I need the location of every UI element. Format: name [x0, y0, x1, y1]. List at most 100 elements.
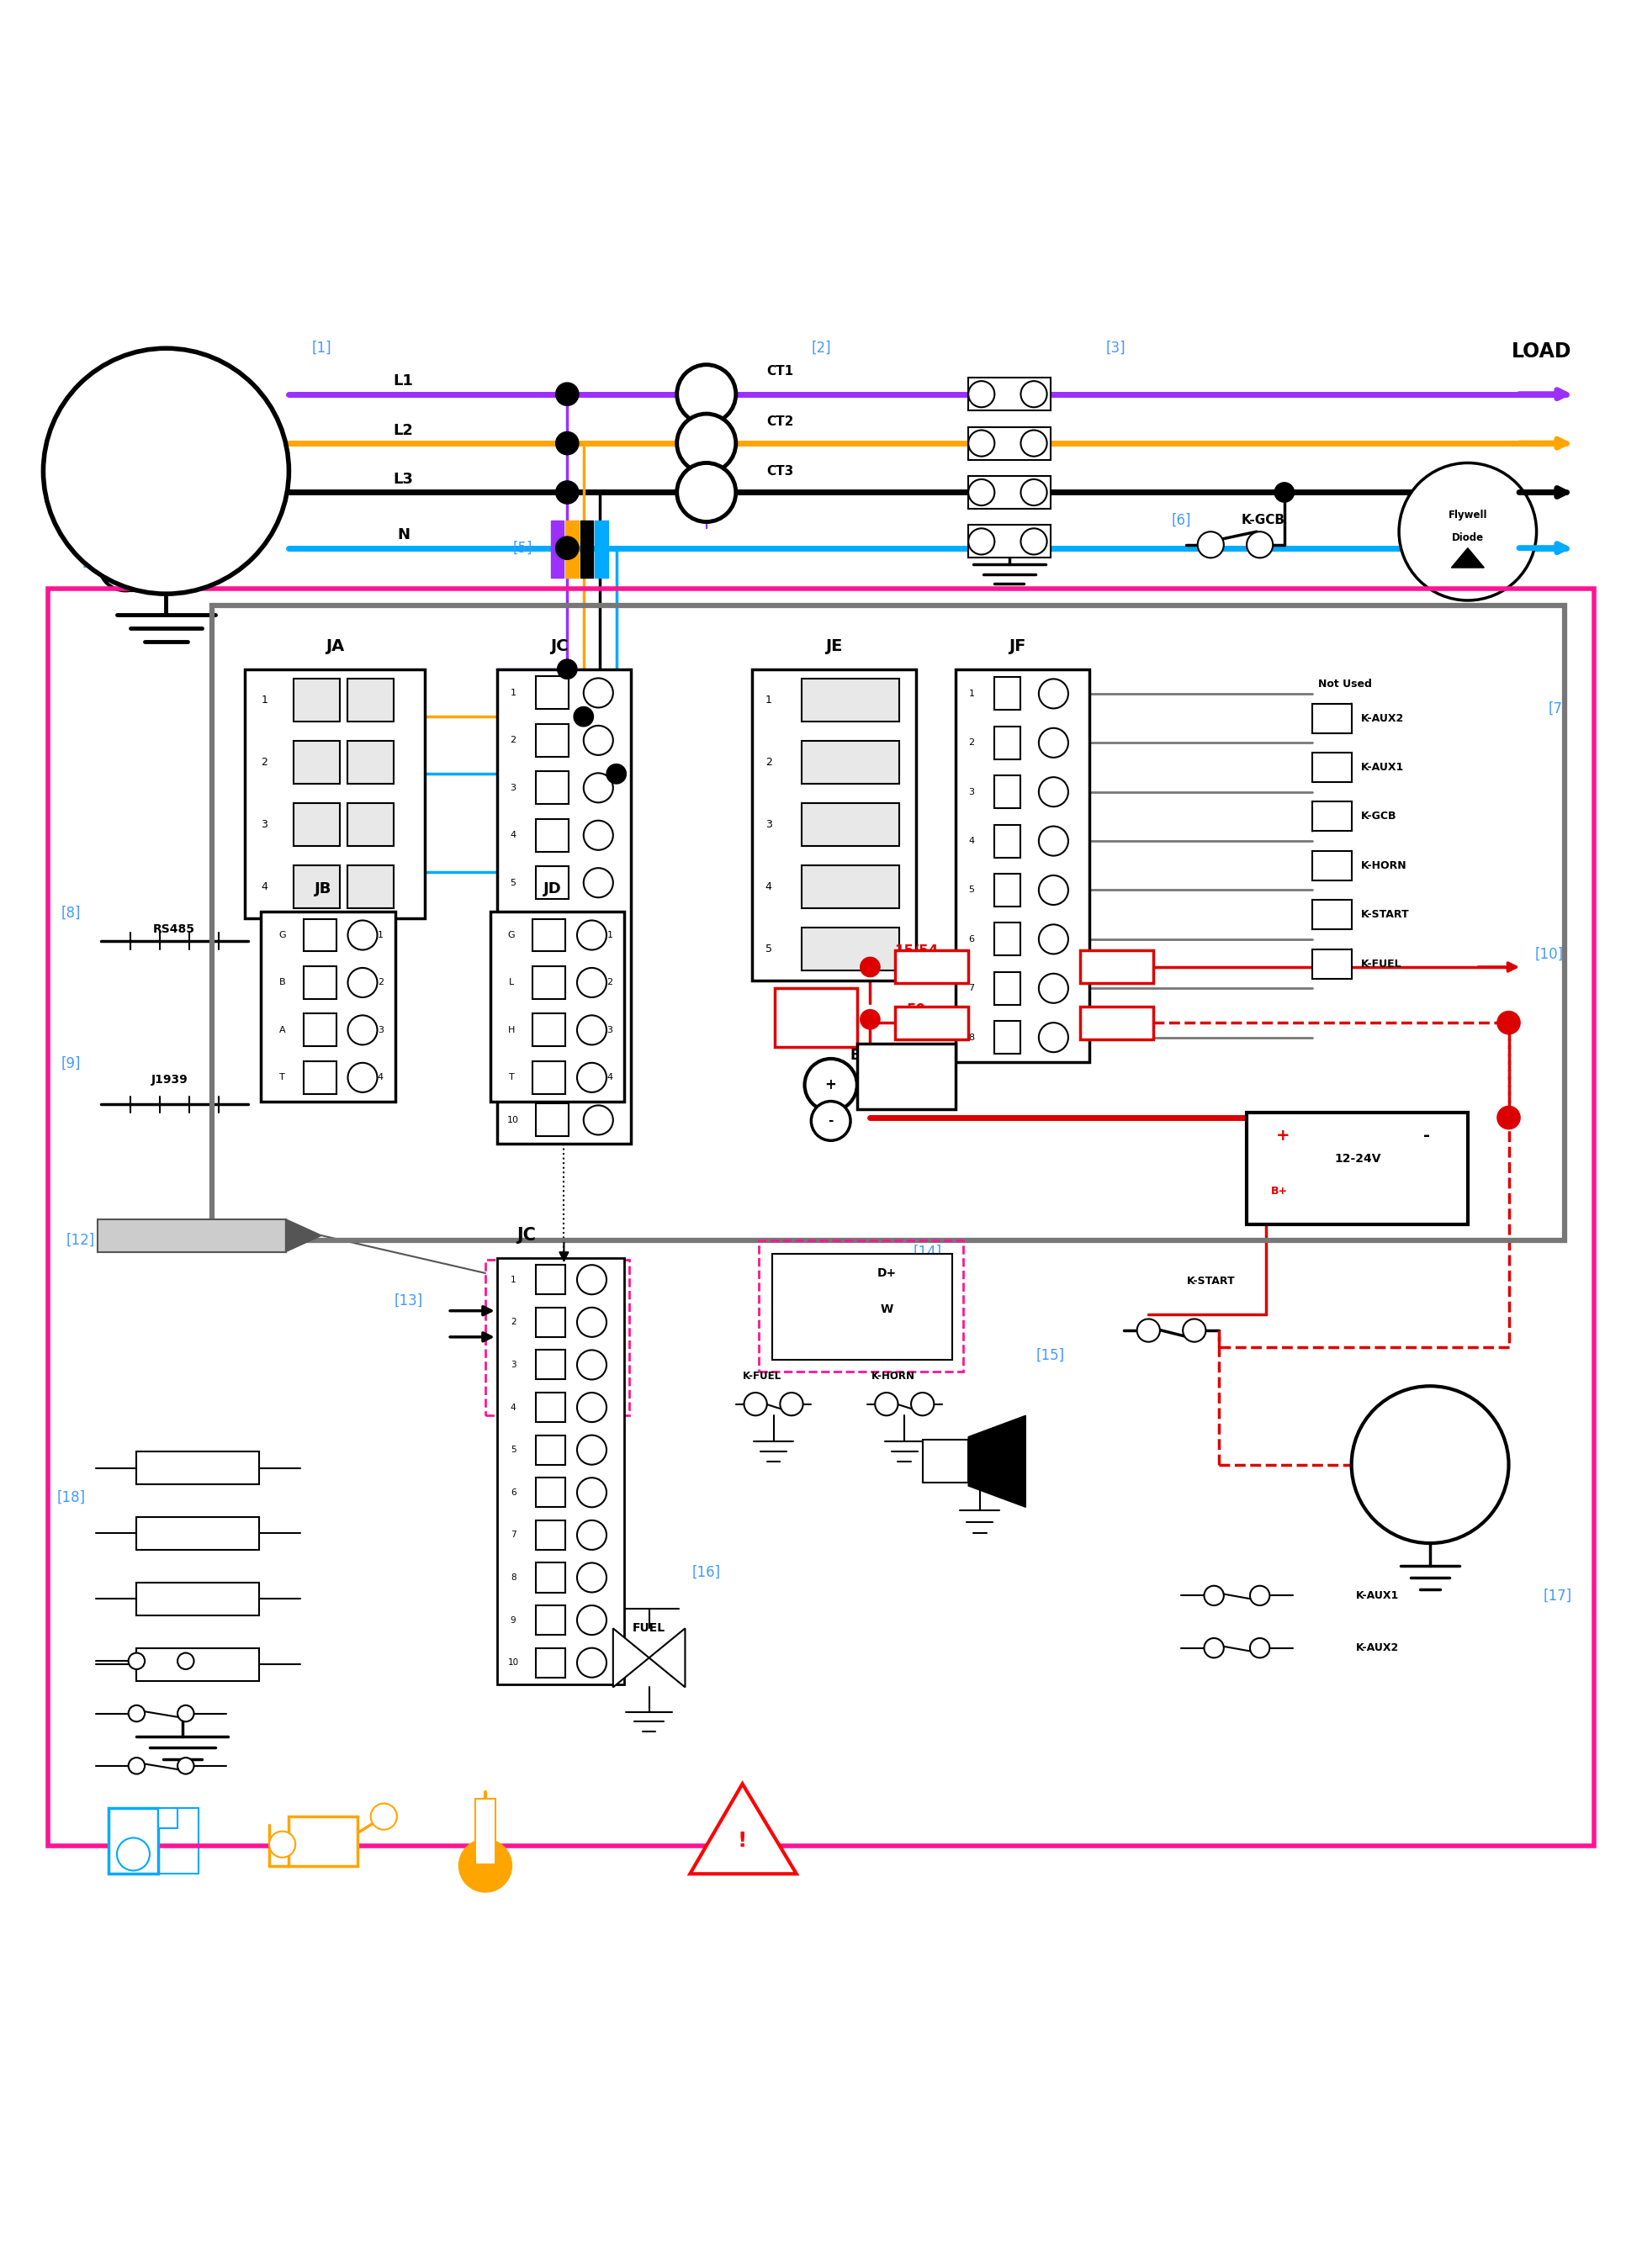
Bar: [348, 742, 394, 785]
Text: K-AUX1: K-AUX1: [1356, 1590, 1399, 1601]
Bar: [969, 379, 1051, 411]
Bar: [348, 866, 394, 907]
Text: JB: JB: [315, 880, 332, 896]
Polygon shape: [612, 1628, 649, 1687]
Circle shape: [1204, 1637, 1223, 1658]
Circle shape: [576, 1479, 606, 1508]
Circle shape: [583, 773, 612, 803]
Text: PICK UP: PICK UP: [172, 1218, 225, 1229]
Circle shape: [1204, 1585, 1223, 1606]
Text: K-AUX2: K-AUX2: [1356, 1642, 1399, 1653]
Circle shape: [583, 678, 612, 708]
Bar: [956, 669, 1090, 1061]
Circle shape: [128, 1758, 144, 1774]
Bar: [535, 1393, 565, 1422]
Bar: [801, 866, 900, 907]
Circle shape: [371, 1803, 397, 1830]
Text: BT: BT: [806, 1025, 826, 1039]
Text: [8]: [8]: [61, 905, 80, 921]
Text: 1: 1: [511, 1275, 516, 1284]
Text: 1: 1: [378, 930, 384, 939]
Text: K-AUX2: K-AUX2: [1361, 712, 1404, 723]
Text: 6: 6: [511, 1488, 516, 1497]
Text: K-START: K-START: [1187, 1277, 1235, 1286]
Bar: [534, 1061, 565, 1093]
Circle shape: [1274, 483, 1294, 501]
Text: 5: 5: [511, 878, 516, 887]
Bar: [1312, 850, 1351, 880]
Bar: [304, 966, 337, 998]
Bar: [304, 1014, 337, 1046]
Circle shape: [1021, 479, 1048, 506]
Circle shape: [744, 1393, 767, 1415]
Text: 3: 3: [511, 785, 516, 792]
Circle shape: [1250, 1585, 1269, 1606]
Bar: [535, 1479, 565, 1508]
Text: [12]: [12]: [67, 1234, 95, 1247]
Text: Flywell: Flywell: [1448, 510, 1488, 522]
Polygon shape: [969, 1415, 1026, 1508]
Circle shape: [969, 381, 995, 408]
Text: 2: 2: [608, 978, 612, 987]
Circle shape: [583, 1057, 612, 1086]
Bar: [1312, 948, 1351, 978]
Text: CT1: CT1: [767, 365, 793, 376]
Circle shape: [555, 538, 578, 560]
Bar: [1246, 1114, 1468, 1225]
Bar: [759, 1241, 964, 1372]
Text: [15]: [15]: [1036, 1347, 1064, 1363]
Circle shape: [583, 916, 612, 946]
Circle shape: [911, 1393, 934, 1415]
Circle shape: [677, 413, 736, 472]
Bar: [535, 1649, 565, 1678]
Text: [4]: [4]: [82, 553, 102, 569]
Circle shape: [576, 1266, 606, 1295]
Text: K-GCB: K-GCB: [1241, 515, 1286, 526]
Circle shape: [583, 1105, 612, 1134]
Text: 2: 2: [511, 1318, 516, 1327]
Bar: [995, 776, 1021, 807]
Text: 7: 7: [511, 1531, 516, 1540]
Circle shape: [576, 1606, 606, 1635]
Circle shape: [1021, 381, 1048, 408]
Text: L2: L2: [394, 422, 414, 438]
Text: K-FUEL: K-FUEL: [1361, 959, 1402, 968]
Circle shape: [1039, 925, 1069, 955]
Text: [3]: [3]: [1105, 340, 1126, 356]
Bar: [535, 1606, 565, 1635]
Circle shape: [1021, 528, 1048, 556]
Bar: [136, 1452, 259, 1483]
Bar: [895, 1007, 969, 1039]
Bar: [801, 678, 900, 721]
Text: 4: 4: [511, 1404, 516, 1411]
Circle shape: [583, 869, 612, 898]
Bar: [348, 678, 394, 721]
Bar: [995, 826, 1021, 857]
Text: 5: 5: [969, 887, 975, 894]
Circle shape: [555, 481, 578, 503]
Bar: [535, 866, 568, 898]
Circle shape: [1399, 463, 1537, 601]
Circle shape: [557, 660, 576, 678]
Bar: [535, 1105, 568, 1136]
Circle shape: [177, 1706, 194, 1721]
Text: +: +: [824, 1077, 837, 1093]
Bar: [535, 1349, 565, 1379]
Text: G: G: [154, 456, 179, 485]
Bar: [801, 803, 900, 846]
Text: 2: 2: [969, 739, 975, 746]
Text: 3: 3: [511, 1361, 516, 1370]
Circle shape: [1250, 1637, 1269, 1658]
Bar: [535, 1309, 565, 1336]
Text: N: N: [397, 528, 410, 542]
Circle shape: [1021, 431, 1048, 456]
Text: L: L: [509, 978, 514, 987]
Circle shape: [860, 957, 880, 978]
Text: L3: L3: [394, 472, 414, 488]
Bar: [995, 726, 1021, 760]
Circle shape: [1039, 778, 1069, 807]
Bar: [535, 723, 568, 758]
Circle shape: [860, 1009, 880, 1030]
Text: 4: 4: [765, 882, 772, 891]
Text: B: B: [279, 978, 286, 987]
